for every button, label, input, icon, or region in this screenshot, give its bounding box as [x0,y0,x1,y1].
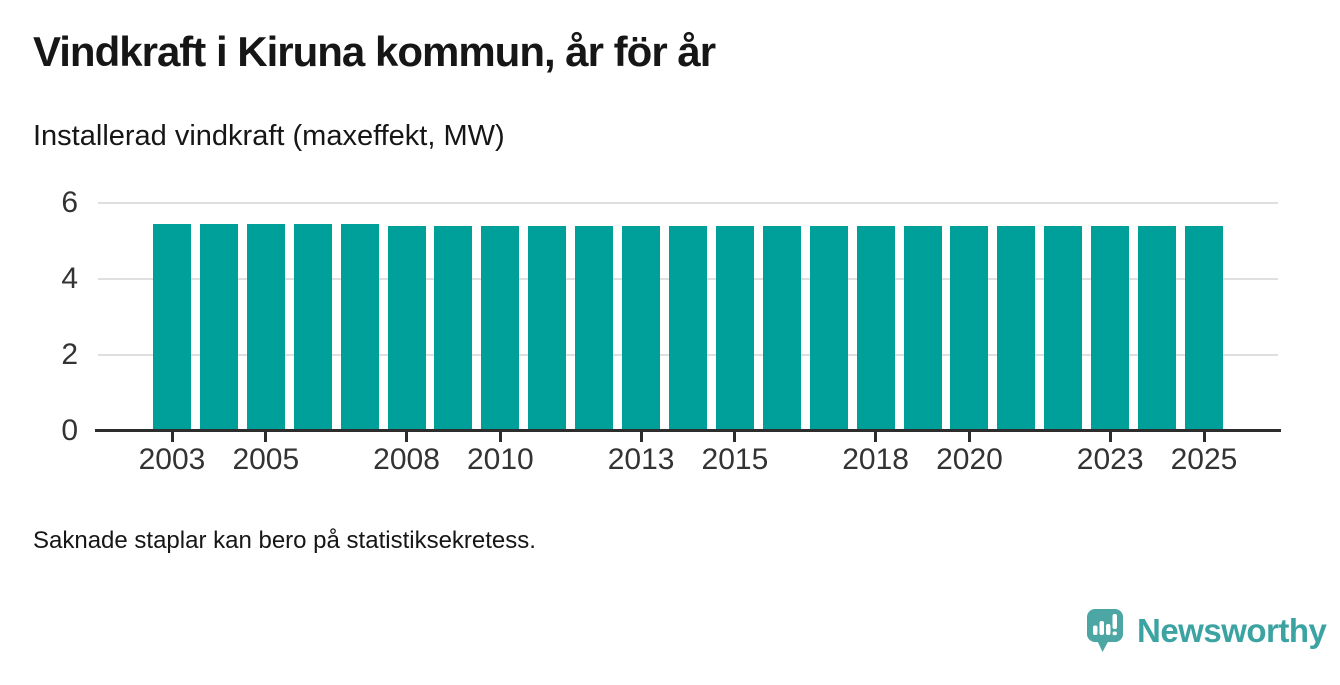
bar-2005 [246,223,285,431]
x-tick-label: 2010 [466,443,534,476]
x-tick-label: 2018 [842,443,909,476]
bar-2018 [856,225,895,431]
bar-2004 [199,223,238,431]
x-tick-mark [639,432,643,442]
chart-title: Vindkraft i Kiruna kommun, år för år [33,28,716,75]
x-tick-mark [967,432,971,442]
x-tick-mark [733,432,737,442]
y-tick-label: 6 [61,186,78,219]
bar-2011 [528,225,567,431]
bar-2015 [715,225,754,431]
bar-2024 [1138,225,1177,431]
bar-2010 [481,225,520,431]
bar-2006 [293,223,332,431]
x-tick-label: 2005 [232,443,300,476]
x-tick-mark [498,432,502,442]
x-tick-label: 2008 [373,443,440,476]
gridline-y6 [98,202,1278,204]
bar-2023 [1091,225,1130,431]
bar-2003 [153,223,191,431]
bar-2021 [997,225,1036,431]
x-tick-mark [1202,432,1206,442]
y-tick-label: 0 [61,414,78,447]
bar-2013 [622,225,661,431]
bar-2008 [387,225,426,431]
x-tick-mark [874,432,878,442]
bar-2019 [903,225,942,431]
bar-2012 [575,225,614,431]
x-tick-label: 2003 [138,443,206,476]
x-tick-label: 2015 [701,443,769,476]
y-tick-label: 2 [61,338,78,371]
y-tick-label: 4 [61,262,78,295]
bar-2007 [340,223,379,431]
footnote: Saknade staplar kan bero på statistiksek… [33,527,536,554]
x-axis-line [95,429,1281,432]
newsworthy-logo: Newsworthy [1086,606,1327,656]
x-tick-label: 2020 [936,443,1003,476]
x-tick-label: 2023 [1076,443,1144,476]
bar-2009 [434,225,473,431]
x-tick-mark [1108,432,1112,442]
bar-2016 [762,225,801,431]
bar-2017 [809,225,848,431]
bar-2014 [669,225,707,431]
bar-2020 [950,225,989,431]
x-tick-mark [405,432,409,442]
x-tick-mark [264,432,268,442]
newsworthy-wordmark: Newsworthy [1137,612,1327,649]
x-tick-label: 2025 [1170,443,1238,476]
x-tick-mark [170,432,174,442]
chart-subtitle: Installerad vindkraft (maxeffekt, MW) [33,120,505,152]
bar-2025 [1185,225,1223,431]
x-tick-label: 2013 [607,443,675,476]
bar-2022 [1044,225,1083,431]
bar-chart-speech-bubble-icon [1087,609,1123,652]
